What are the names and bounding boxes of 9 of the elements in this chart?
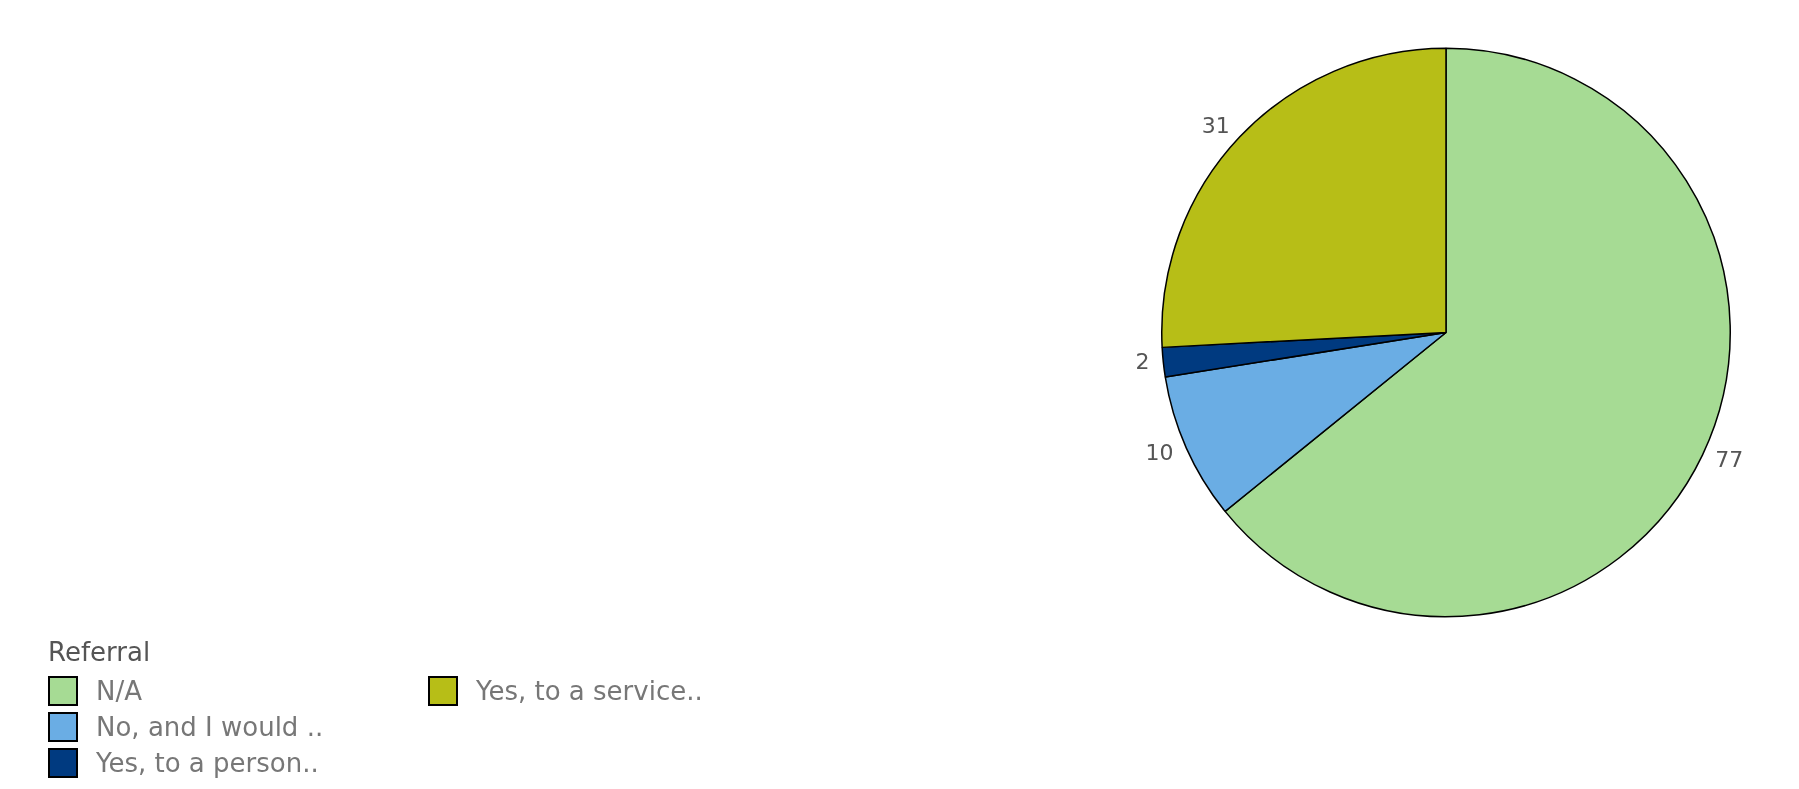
legend-label: No, and I would .. <box>96 712 324 742</box>
legend-label: Yes, to a service.. <box>476 676 703 706</box>
data-label: 2 <box>1135 349 1150 375</box>
data-label: 31 <box>1201 112 1230 138</box>
legend-label: Yes, to a person.. <box>96 748 319 778</box>
legend-label: N/A <box>96 676 142 706</box>
legend-title: Referral <box>48 637 152 667</box>
data-label: 10 <box>1145 439 1174 465</box>
data-label: 77 <box>1715 446 1744 472</box>
